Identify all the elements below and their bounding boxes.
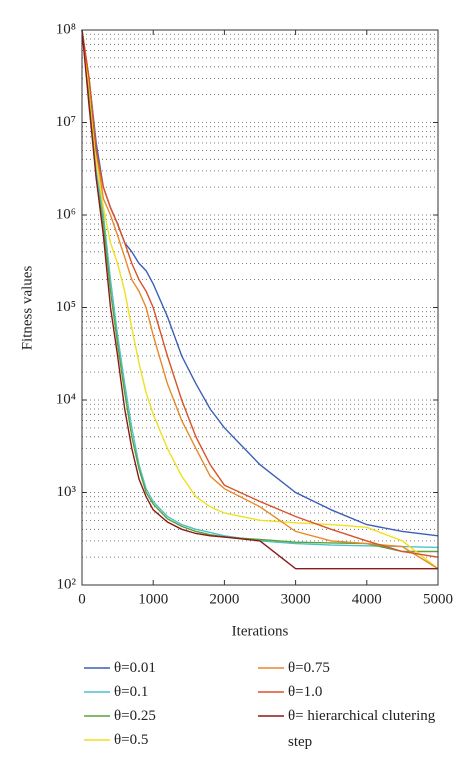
legend-label: θ=0.5: [114, 732, 149, 748]
legend-label: θ=0.75: [288, 660, 330, 676]
series-line: [81, 29, 439, 549]
x-tick-label: 4000: [352, 591, 382, 607]
x-tick-label: 1000: [138, 591, 168, 607]
y-tick-label: 10³: [57, 484, 77, 500]
y-tick-label: 10⁷: [56, 114, 76, 130]
y-tick-label: 10⁴: [56, 391, 76, 407]
legend-label: θ=0.1: [114, 684, 149, 700]
legend-label: θ=0.01: [114, 660, 156, 676]
y-tick-label: 10⁶: [56, 206, 76, 222]
x-tick-label: 3000: [281, 591, 311, 607]
series-line: [81, 29, 439, 570]
y-tick-label: 10⁸: [56, 21, 76, 37]
y-tick-label: 10⁵: [56, 299, 76, 315]
legend-label: θ=1.0: [288, 684, 323, 700]
x-axis-label: Iterations: [232, 623, 289, 639]
series-line: [81, 29, 438, 553]
y-axis-label: Fitness values: [19, 266, 35, 351]
legend-label: θ=0.25: [114, 708, 156, 724]
x-tick-label: 2000: [209, 591, 239, 607]
legend-label: θ= hierarchical clutering step: [288, 708, 436, 750]
x-tick-label: 0: [78, 591, 86, 607]
series-line: [81, 29, 439, 537]
y-tick-label: 10²: [57, 576, 77, 592]
series-line: [81, 29, 439, 558]
series-line: [81, 29, 439, 570]
series-line: [81, 29, 438, 570]
x-tick-label: 5000: [423, 591, 453, 607]
